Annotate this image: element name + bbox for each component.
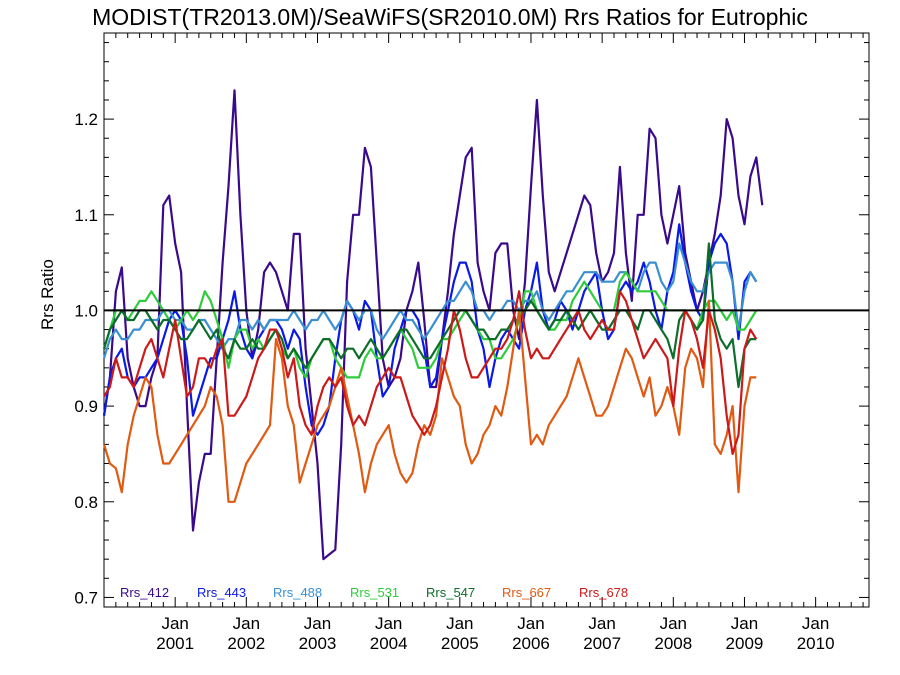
series-line-rrs-488 [102, 242, 758, 359]
x-tick-label-year: 2008 [654, 634, 692, 653]
x-tick-label-month: Jan [517, 614, 544, 633]
x-tick-label-month: Jan [802, 614, 829, 633]
y-tick-label: 1.2 [74, 110, 98, 129]
x-tick-label-month: Jan [588, 614, 615, 633]
x-tick-label-year: 2010 [797, 634, 835, 653]
series-line-rrs-678 [103, 290, 758, 455]
x-tick-label-year: 2004 [370, 634, 408, 653]
x-tick-label-month: Jan [375, 614, 402, 633]
x-tick-label-year: 2001 [156, 634, 194, 653]
y-tick-label: 1.0 [74, 301, 98, 320]
x-tick-label-month: Jan [304, 614, 331, 633]
legend-entry-rrs-412: Rrs_412 [120, 585, 169, 600]
x-tick-label-year: 2009 [726, 634, 764, 653]
legend-entry-rrs-678: Rrs_678 [579, 585, 628, 600]
series-line-rrs-547 [102, 242, 757, 389]
y-tick-label: 0.9 [74, 397, 98, 416]
x-tick-label-month: Jan [446, 614, 473, 633]
y-tick-label: 1.1 [74, 206, 98, 225]
x-tick-label-year: 2007 [583, 634, 621, 653]
y-tick-label: 0.7 [74, 588, 98, 607]
chart-title: MODIST(TR2013.0M)/SeaWiFS(SR2010.0M) Rrs… [92, 4, 808, 30]
x-tick-label-year: 2003 [299, 634, 337, 653]
x-tick-label-month: Jan [161, 614, 188, 633]
x-tick-label-month: Jan [731, 614, 758, 633]
y-tick-label: 0.8 [74, 493, 98, 512]
x-tick-label-month: Jan [233, 614, 260, 633]
plot-frame [103, 32, 870, 608]
legend-entry-rrs-531: Rrs_531 [350, 585, 399, 600]
legend-entry-rrs-547: Rrs_547 [426, 585, 475, 600]
legend-entry-rrs-443: Rrs_443 [197, 585, 246, 600]
x-tick-label-month: Jan [660, 614, 687, 633]
x-tick-label-year: 2002 [227, 634, 265, 653]
legend-entry-rrs-667: Rrs_667 [502, 585, 551, 600]
x-tick-label-year: 2006 [512, 634, 550, 653]
series-line-rrs-531 [102, 271, 758, 379]
legend-entry-rrs-488: Rrs_488 [273, 585, 322, 600]
series-line-rrs-412 [102, 89, 764, 561]
series-line-rrs-667 [102, 299, 757, 503]
x-tick-label-year: 2005 [441, 634, 479, 653]
